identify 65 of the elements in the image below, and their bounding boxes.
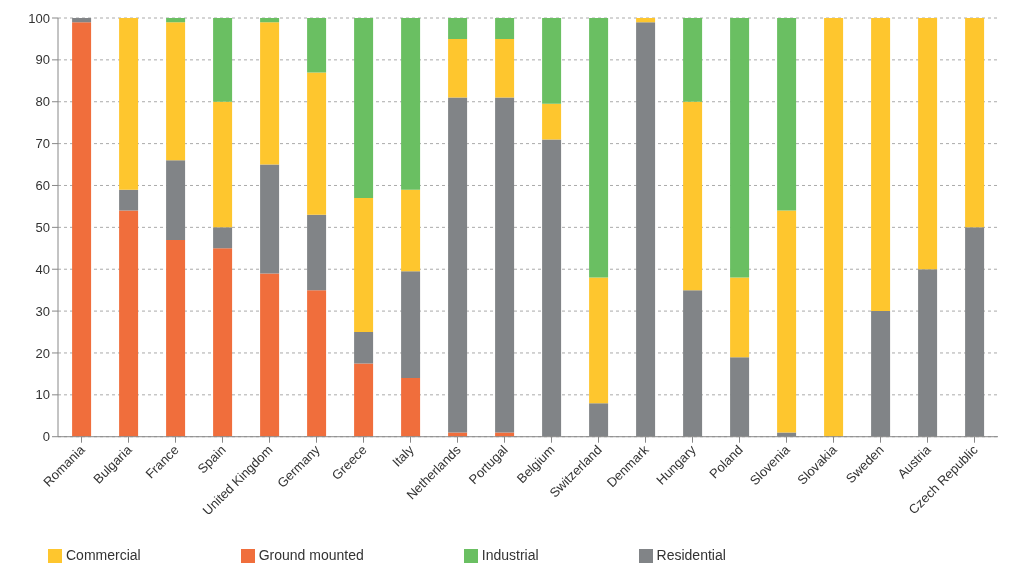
- bar: [683, 101, 703, 291]
- bar: [401, 189, 421, 272]
- bar: [871, 18, 891, 312]
- legend-label: Residential: [656, 546, 726, 563]
- bar: [730, 277, 750, 358]
- bar: [213, 18, 233, 102]
- bar: [166, 160, 186, 240]
- bar: [213, 101, 233, 228]
- y-tick-label: 30: [35, 303, 50, 319]
- bar: [260, 273, 280, 437]
- bar: [495, 38, 515, 98]
- bar: [354, 198, 374, 333]
- bar: [119, 210, 139, 437]
- bar: [448, 97, 468, 433]
- bar: [260, 18, 280, 23]
- bar: [495, 97, 515, 433]
- y-tick-label: 50: [35, 219, 50, 235]
- bar: [72, 18, 92, 23]
- bar: [119, 189, 139, 211]
- bar: [730, 18, 750, 278]
- bar: [213, 227, 233, 249]
- bar: [401, 378, 421, 437]
- bar: [72, 22, 92, 437]
- bar: [307, 72, 327, 215]
- bar: [542, 103, 562, 140]
- bar: [166, 18, 186, 23]
- y-tick-label: 80: [35, 94, 50, 110]
- bar: [401, 271, 421, 379]
- y-tick-label: 60: [35, 178, 50, 194]
- bar: [683, 18, 703, 102]
- bar: [354, 363, 374, 437]
- bar: [448, 18, 468, 39]
- legend-label: Industrial: [481, 546, 539, 563]
- y-tick-label: 40: [35, 261, 50, 277]
- bar: [307, 18, 327, 73]
- bar: [777, 210, 797, 433]
- bar: [401, 18, 421, 190]
- bar: [965, 18, 985, 228]
- bar: [542, 18, 562, 104]
- bar: [354, 18, 374, 199]
- bar: [119, 18, 139, 190]
- bar: [777, 18, 797, 211]
- bar: [307, 214, 327, 291]
- y-tick-label: 0: [42, 429, 50, 445]
- bar: [260, 22, 280, 165]
- legend-label: Ground mounted: [258, 546, 364, 563]
- bar: [589, 277, 609, 404]
- y-tick-label: 10: [35, 387, 50, 403]
- bar: [260, 164, 280, 274]
- y-tick-label: 70: [35, 136, 50, 152]
- bar: [824, 18, 844, 437]
- bar: [589, 18, 609, 278]
- bar: [636, 18, 656, 23]
- bar: [918, 18, 938, 270]
- bar: [448, 38, 468, 98]
- y-tick-label: 20: [35, 345, 50, 361]
- bar: [213, 248, 233, 437]
- y-tick-label: 90: [35, 52, 50, 68]
- bar: [166, 22, 186, 161]
- bar: [495, 18, 515, 39]
- legend-label: Commercial: [66, 546, 141, 563]
- bar: [166, 239, 186, 437]
- bar: [354, 332, 374, 364]
- bar: [307, 290, 327, 437]
- y-tick-label: 100: [28, 10, 50, 26]
